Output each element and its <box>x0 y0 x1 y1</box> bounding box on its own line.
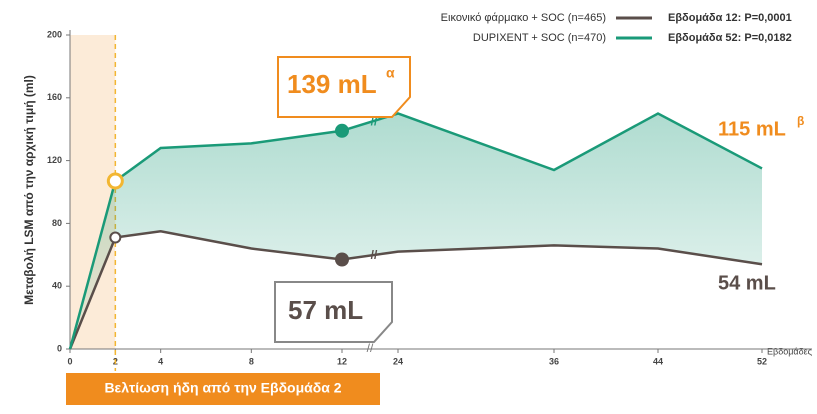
line-break: // <box>371 114 378 128</box>
annotation: 57 mL <box>288 295 363 325</box>
callout-box <box>274 281 393 343</box>
banner-bg <box>66 373 380 405</box>
x-axis-label: Εβδομάδες <box>767 346 813 356</box>
y-tick-label: 0 <box>57 343 62 353</box>
annotation-sup: β <box>797 114 804 128</box>
x-tick-label: 24 <box>393 356 403 366</box>
area-between <box>70 113 762 349</box>
x-tick-label: 12 <box>337 356 347 366</box>
legend-label: DUPIXENT + SOC (n=470) <box>473 32 606 44</box>
p-value: Εβδομάδα 12: P=0,0001 <box>668 12 792 24</box>
y-tick-label: 200 <box>47 29 62 39</box>
marker <box>335 252 349 267</box>
x-tick-label: 4 <box>158 356 163 366</box>
y-tick-label: 120 <box>47 155 62 165</box>
banner: Βελτίωση ήδη από την Εβδομάδα 2 <box>104 380 341 396</box>
marker <box>106 172 124 190</box>
annotation-sup: α <box>386 65 395 81</box>
p-value: Εβδομάδα 52: P=0,0182 <box>668 32 792 44</box>
line-break: // <box>371 248 378 262</box>
highlight-band <box>70 35 116 349</box>
axis-break: // <box>367 341 374 355</box>
marker <box>335 123 349 138</box>
annotation: 54 mL <box>718 272 776 294</box>
y-axis-label: Μεταβολή LSM από την αρχική τιμή (ml) <box>22 75 36 305</box>
annotation: 115 mL <box>718 118 786 140</box>
y-tick-label: 160 <box>47 92 62 102</box>
annotation: 139 mL <box>287 69 377 99</box>
callout-box <box>277 56 411 118</box>
legend-label: Εικονικό φάρμακο + SOC (n=465) <box>441 12 606 24</box>
x-tick-label: 0 <box>67 356 72 366</box>
x-tick-label: 44 <box>653 356 663 366</box>
x-tick-label: 36 <box>549 356 559 366</box>
y-tick-label: 80 <box>52 218 62 228</box>
y-tick-label: 40 <box>52 281 62 291</box>
x-tick-label: 52 <box>757 356 767 366</box>
x-tick-label: 8 <box>249 356 254 366</box>
marker <box>109 231 122 244</box>
